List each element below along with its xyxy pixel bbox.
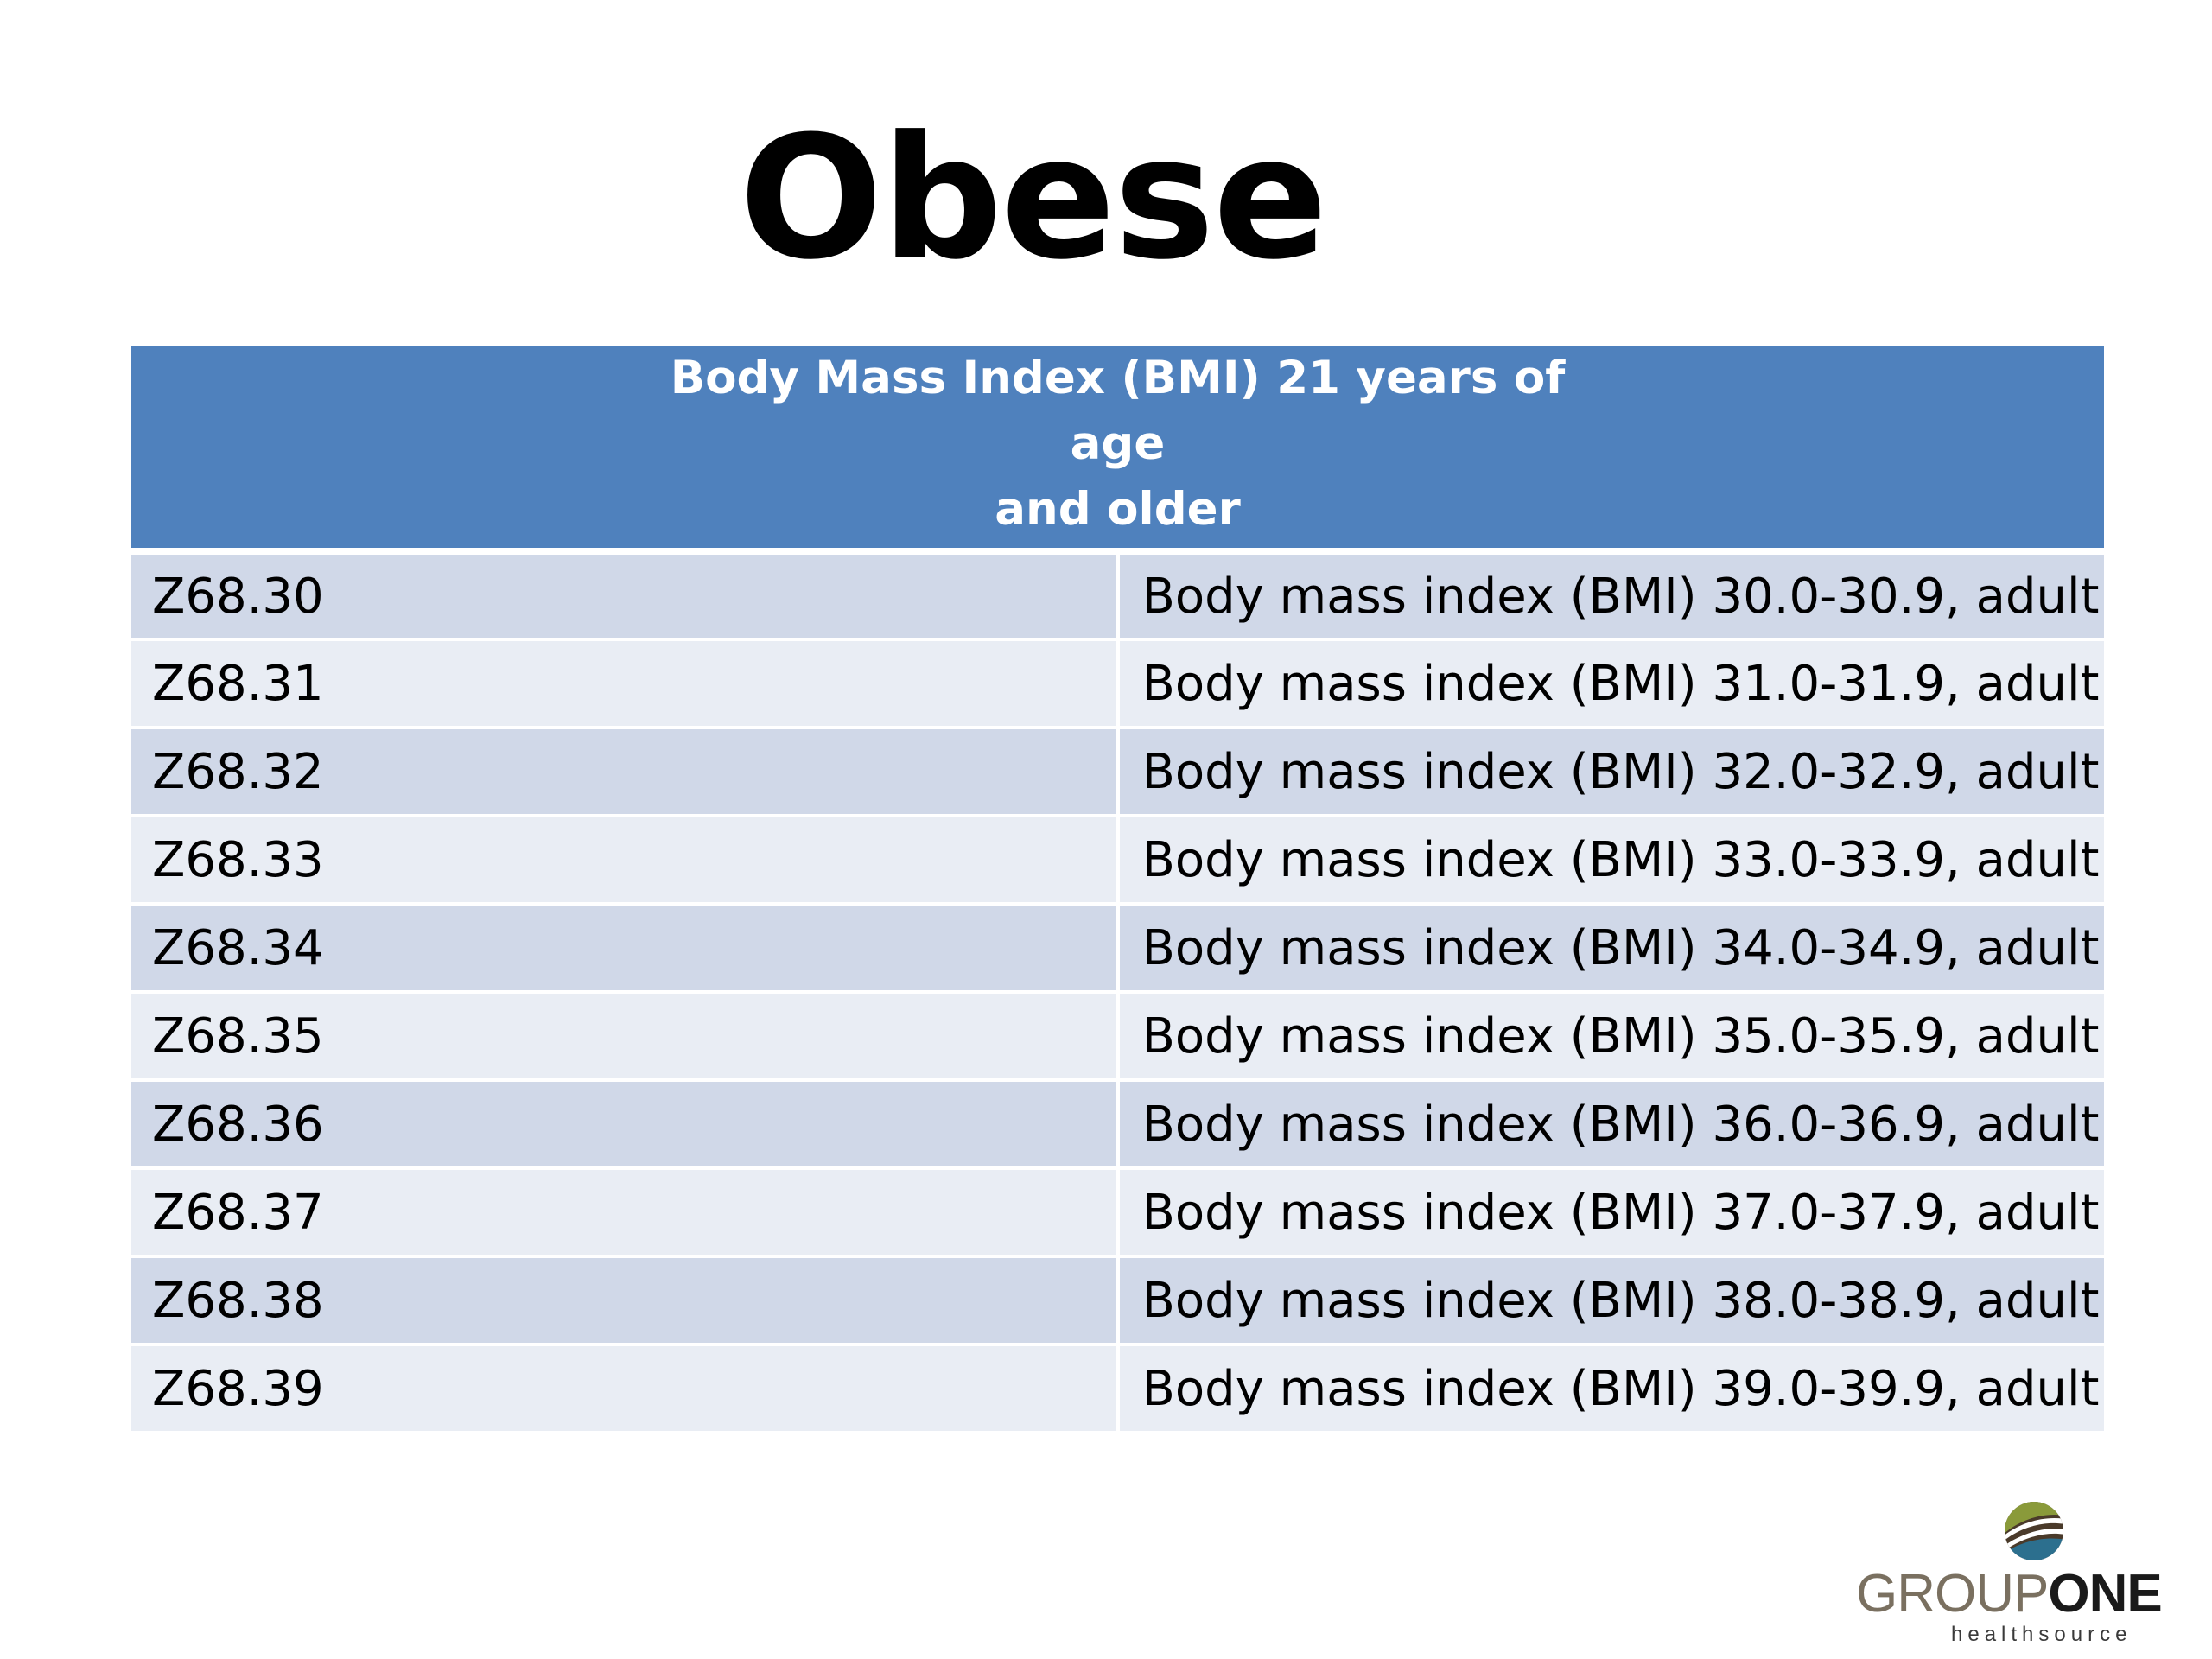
code-cell: Z68.38	[131, 1256, 1120, 1346]
table-header: Body Mass Index (BMI) 21 years of age an…	[131, 346, 2104, 555]
description-cell: Body mass index (BMI) 37.0-37.9, adult	[1117, 1168, 2104, 1258]
code-cell: Z68.36	[131, 1080, 1120, 1170]
table-row: Z68.35 Body mass index (BMI) 35.0-35.9, …	[131, 992, 2104, 1082]
description-cell: Body mass index (BMI) 31.0-31.9, adult	[1117, 639, 2104, 729]
table-header-line-1: Body Mass Index (BMI) 21 years of age	[670, 352, 1566, 470]
description-cell: Body mass index (BMI) 32.0-32.9, adult	[1117, 728, 2104, 817]
table-row: Z68.31 Body mass index (BMI) 31.0-31.9, …	[131, 639, 2104, 729]
description-cell: Body mass index (BMI) 38.0-38.9, adult	[1117, 1256, 2104, 1346]
description-cell: Body mass index (BMI) 30.0-30.9, adult	[1117, 551, 2104, 641]
bmi-codes-table: Body Mass Index (BMI) 21 years of age an…	[131, 346, 2104, 1434]
logo-word-group: GROUP	[1856, 1564, 2049, 1624]
code-cell: Z68.35	[131, 992, 1120, 1082]
logo-wordmark: GROUPONE	[1856, 1564, 2212, 1624]
code-cell: Z68.37	[131, 1168, 1120, 1258]
slide-title: Obese	[739, 100, 1327, 297]
description-cell: Body mass index (BMI) 34.0-34.9, adult	[1117, 904, 2104, 994]
table-row: Z68.38 Body mass index (BMI) 38.0-38.9, …	[131, 1256, 2104, 1346]
description-cell: Body mass index (BMI) 33.0-33.9, adult	[1117, 816, 2104, 906]
code-cell: Z68.39	[131, 1344, 1120, 1434]
code-cell: Z68.32	[131, 728, 1120, 817]
table-row: Z68.33 Body mass index (BMI) 33.0-33.9, …	[131, 816, 2104, 906]
table-row: Z68.30 Body mass index (BMI) 30.0-30.9, …	[131, 551, 2104, 641]
code-cell: Z68.31	[131, 639, 1120, 729]
table-row: Z68.36 Body mass index (BMI) 36.0-36.9, …	[131, 1080, 2104, 1170]
description-cell: Body mass index (BMI) 36.0-36.9, adult	[1117, 1080, 2104, 1170]
table-row: Z68.39 Body mass index (BMI) 39.0-39.9, …	[131, 1344, 2104, 1434]
table-row: Z68.32 Body mass index (BMI) 32.0-32.9, …	[131, 728, 2104, 817]
description-cell: Body mass index (BMI) 35.0-35.9, adult	[1117, 992, 2104, 1082]
table-header-line-2: and older	[995, 483, 1241, 536]
table-row: Z68.34 Body mass index (BMI) 34.0-34.9, …	[131, 904, 2104, 994]
groupone-logo: GROUPONE healthsource	[1849, 1495, 2212, 1650]
globe-swoosh-icon	[2005, 1502, 2063, 1560]
code-cell: Z68.33	[131, 816, 1120, 906]
logo-word-one: ONE	[2048, 1564, 2162, 1624]
table-row: Z68.37 Body mass index (BMI) 37.0-37.9, …	[131, 1168, 2104, 1258]
table-header-row: Body Mass Index (BMI) 21 years of age an…	[131, 346, 2104, 555]
description-cell: Body mass index (BMI) 39.0-39.9, adult	[1117, 1344, 2104, 1434]
code-cell: Z68.30	[131, 551, 1120, 641]
logo-subtitle: healthsource	[1951, 1623, 2133, 1646]
code-cell: Z68.34	[131, 904, 1120, 994]
